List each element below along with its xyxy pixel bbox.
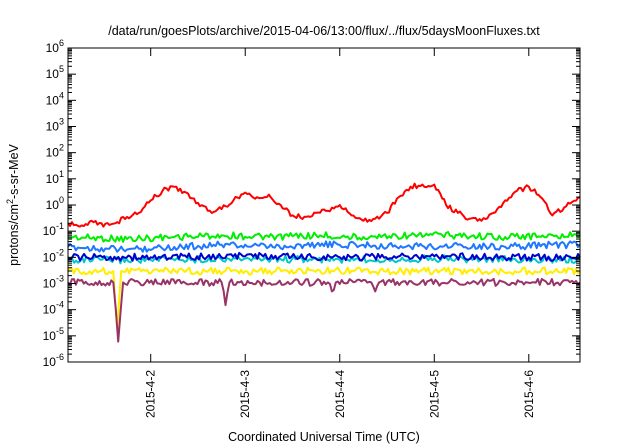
y-tick-label: 10-4	[43, 300, 64, 317]
x-tick-label: 2015-4-5	[427, 370, 441, 418]
y-tick-label: 103	[46, 117, 64, 134]
chart-title: /data/run/goesPlots/archive/2015-04-06/1…	[108, 24, 540, 38]
y-tick-label: 106	[46, 38, 64, 55]
series-line-4	[67, 251, 581, 262]
series-line-0	[67, 182, 581, 228]
y-tick-label: 10-6	[43, 352, 64, 369]
series-line-2	[67, 240, 581, 253]
y-tick-label: 10-3	[43, 274, 64, 291]
y-tick-label: 102	[46, 143, 64, 160]
x-axis-label: Coordinated Universal Time (UTC)	[228, 430, 420, 444]
y-tick-label: 10-1	[43, 221, 64, 238]
series-line-5	[67, 266, 581, 329]
series-line-1	[67, 231, 581, 243]
plot-frame	[67, 47, 581, 363]
y-tick-label: 10-2	[43, 247, 64, 264]
y-tick-label: 105	[46, 64, 64, 81]
series-line-6	[67, 277, 581, 343]
x-axis: 2015-4-2 2015-4-3 2015-4-4 2015-4-5 2015-4-6	[144, 48, 536, 418]
y-axis-label-base: protons/cm	[7, 204, 21, 266]
y-axis-label: protons/cm2-s-sr-MeV	[5, 143, 21, 265]
y-axis-label-superscript: 2	[5, 199, 15, 204]
y-axis-label-units: -s-sr-MeV	[7, 143, 21, 199]
x-tick-label: 2015-4-4	[333, 370, 347, 418]
y-tick-label: 104	[46, 90, 64, 107]
y-tick-label: 10-5	[43, 326, 64, 343]
y-tick-label: 101	[46, 169, 64, 186]
y-tick-label: 100	[46, 195, 64, 212]
x-tick-label: 2015-4-3	[238, 370, 252, 418]
x-tick-label: 2015-4-6	[522, 370, 536, 418]
x-tick-label: 2015-4-2	[144, 370, 158, 418]
y-axis: 10-6 10-5 10-4 10-3 10-2 10-1 100 101 102 103 104 1…	[43, 38, 580, 369]
series-group	[67, 182, 581, 343]
